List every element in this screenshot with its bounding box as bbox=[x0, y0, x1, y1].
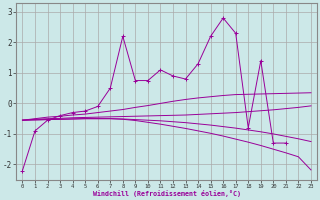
X-axis label: Windchill (Refroidissement éolien,°C): Windchill (Refroidissement éolien,°C) bbox=[93, 190, 241, 197]
